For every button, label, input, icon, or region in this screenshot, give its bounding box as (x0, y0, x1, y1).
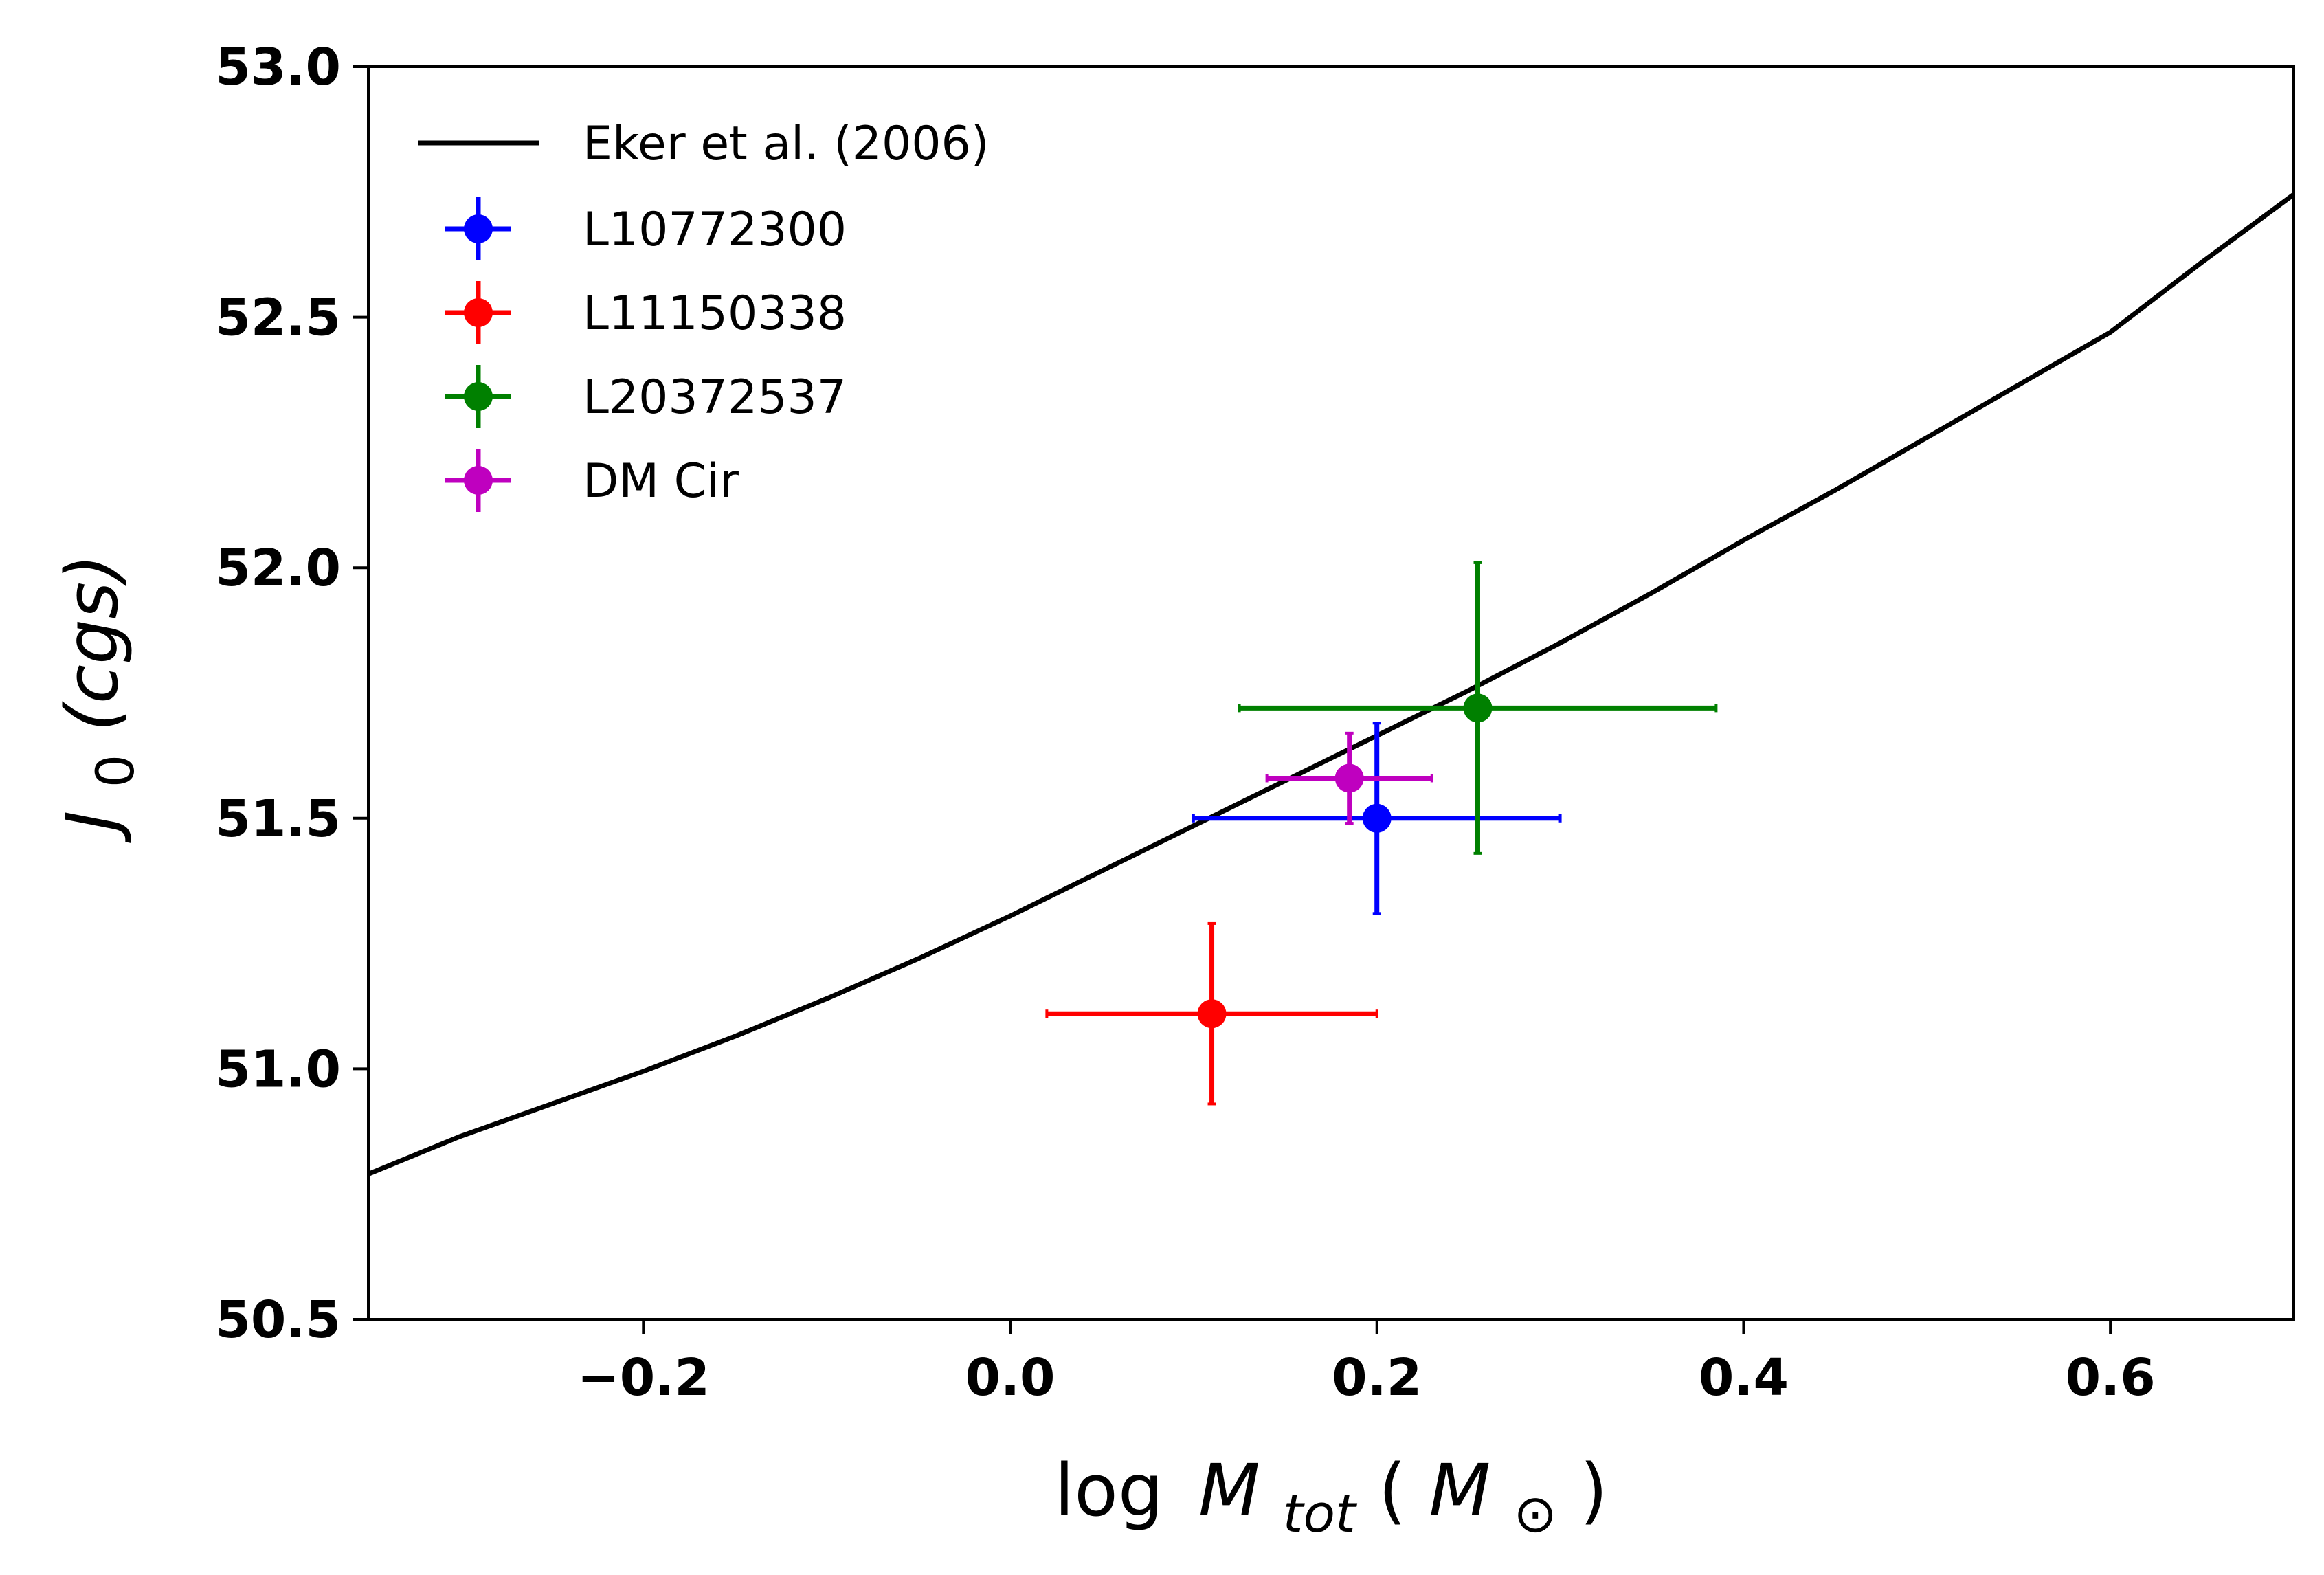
legend-swatch-marker-4 (464, 466, 493, 495)
x-tick-label-2: 0.2 (1332, 1348, 1422, 1407)
plot-area (367, 192, 2296, 1176)
y-tick-label-1: 51.0 (215, 1040, 341, 1099)
x-axis-title: log M tot ( M ⊙ ) (1054, 1449, 1607, 1549)
legend-label-4: DM Cir (583, 454, 739, 509)
legend-label-2: L11150338 (583, 287, 847, 341)
y-axis-title-unit: (cgs) (50, 554, 134, 732)
legend-entry-0: Eker et al. (2006) (418, 117, 989, 171)
x-tick-label-4: 0.6 (2066, 1348, 2156, 1407)
x-axis-title-unit-subscript: ⊙ (1513, 1483, 1557, 1544)
legend-entry-4: DM Cir (445, 449, 739, 512)
data-point-0 (1192, 722, 1562, 915)
x-axis-title-unit-symbol: M (1429, 1449, 1491, 1532)
legend-label-1: L10772300 (583, 203, 847, 257)
marker-3 (1334, 763, 1364, 793)
plot-frame (367, 65, 2295, 1321)
series-line-eker-2006 (367, 192, 2296, 1176)
x-tick-label-1: 0.0 (965, 1348, 1055, 1407)
legend-entry-1: L10772300 (445, 197, 847, 260)
y-axis-title-symbol: J (50, 810, 134, 844)
y-axis-title: J 0 (cgs) (50, 554, 150, 844)
series-layer (367, 192, 2296, 1176)
x-axis-title-subscript: tot (1283, 1483, 1358, 1544)
y-tick-label-0: 50.5 (215, 1291, 341, 1350)
marker-2 (1463, 693, 1493, 723)
y-tick-label-4: 52.5 (215, 289, 341, 348)
marker-0 (1362, 803, 1392, 833)
legend-entry-3: L20372537 (445, 365, 847, 428)
legend: Eker et al. (2006) L10772300 L11150338 L203… (418, 117, 989, 512)
legend-entry-2: L11150338 (445, 281, 847, 344)
y-tick-label-3: 52.0 (215, 539, 341, 598)
x-tick-label-3: 0.4 (1699, 1348, 1789, 1407)
x-tick-label-0: −0.2 (577, 1348, 710, 1407)
y-tick-label-2: 51.5 (215, 790, 341, 849)
legend-label-0: Eker et al. (2006) (583, 117, 989, 171)
y-axis-title-subscript: 0 (85, 755, 146, 788)
x-axis-title-symbol: M (1198, 1449, 1260, 1532)
ticks-layer: 50.5 51.0 51.5 52.0 52.5 53.0 −0.2 0.0 0.2 0.4 0.6 (215, 38, 2155, 1407)
legend-label-3: L20372537 (583, 370, 847, 425)
x-axis-title-prefix: log (1054, 1449, 1163, 1532)
data-point-2 (1238, 561, 1718, 855)
data-point-3 (1265, 731, 1433, 825)
data-point-1 (1045, 921, 1378, 1106)
legend-swatch-marker-2 (464, 298, 493, 327)
x-axis-title-unit-close: ) (1580, 1449, 1608, 1532)
y-tick-label-5: 53.0 (215, 38, 341, 97)
legend-swatch-marker-3 (464, 382, 493, 411)
x-axis-title-unit-open: ( (1378, 1449, 1407, 1532)
legend-swatch-marker-1 (464, 214, 493, 243)
marker-1 (1197, 999, 1227, 1029)
